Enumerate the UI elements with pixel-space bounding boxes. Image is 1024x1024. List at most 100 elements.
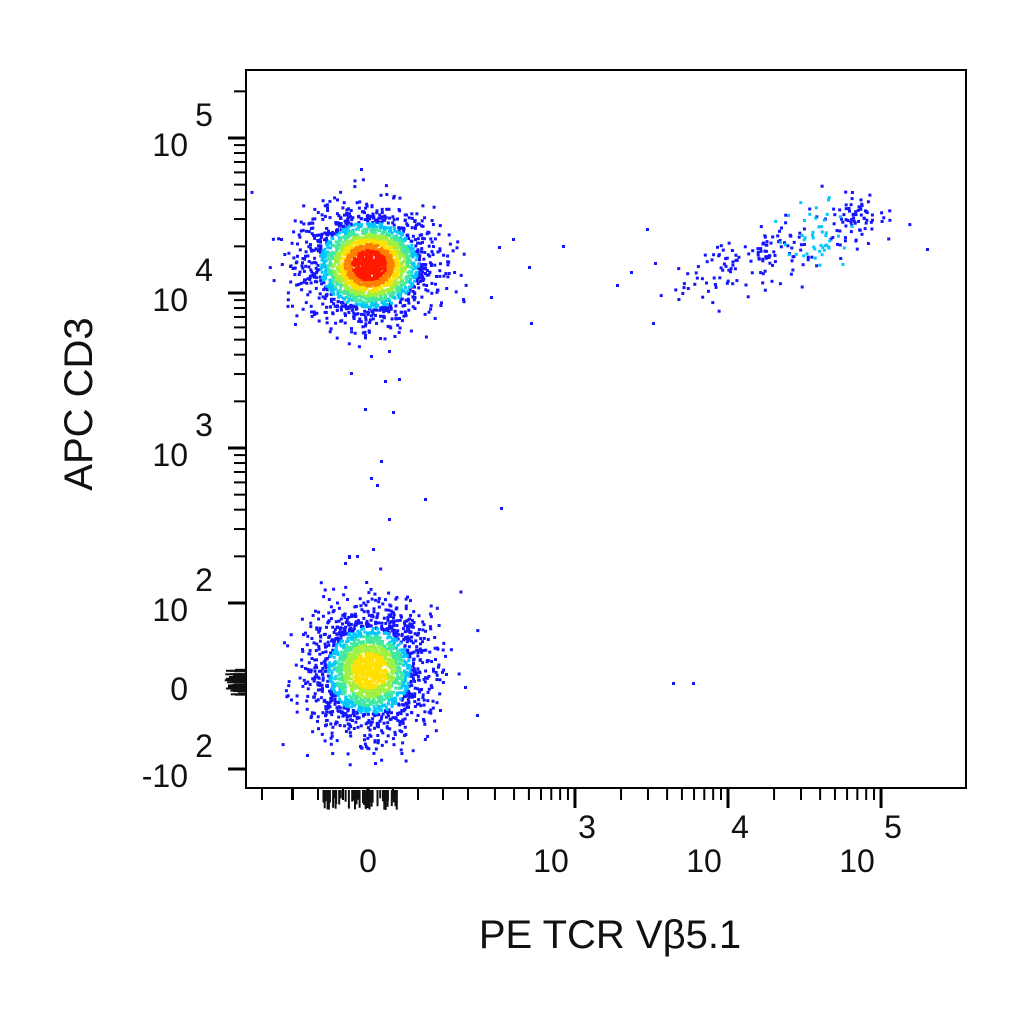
event-dot: [396, 290, 400, 294]
event-dot: [384, 242, 388, 246]
event-dot: [386, 288, 390, 292]
event-dot: [395, 666, 399, 670]
event-dot: [400, 634, 404, 637]
event-dot: [382, 275, 386, 279]
event-dot: [374, 762, 377, 765]
event-dot: [361, 228, 365, 232]
event-dot: [798, 231, 802, 235]
event-dot: [395, 624, 399, 627]
event-dot: [344, 234, 348, 238]
event-dot: [401, 703, 405, 707]
event-dot: [778, 282, 782, 286]
event-dot: [763, 234, 767, 238]
event-dot: [812, 245, 816, 249]
event-dot: [407, 290, 411, 294]
event-dot: [320, 282, 324, 286]
event-dot: [332, 655, 336, 659]
event-dot: [394, 701, 398, 705]
event-dot: [712, 253, 716, 257]
event-dot: [411, 247, 415, 251]
event-dot: [677, 298, 681, 301]
event-dot: [384, 715, 388, 719]
event-dot: [338, 231, 342, 235]
event-dot: [321, 302, 325, 306]
event-dot: [369, 245, 373, 249]
event-dot: [360, 295, 364, 299]
event-dot: [367, 659, 371, 662]
event-dot: [291, 304, 294, 308]
event-dot: [388, 350, 391, 353]
event-dot: [369, 659, 373, 663]
event-dot: [394, 646, 398, 650]
event-dot: [370, 691, 374, 695]
event-dot: [350, 658, 354, 662]
event-dot: [838, 229, 842, 233]
event-dot: [315, 280, 319, 284]
event-dot: [763, 288, 767, 292]
event-dot: [384, 380, 387, 383]
event-dot: [356, 228, 360, 232]
event-dot: [343, 312, 347, 316]
event-dot: [351, 308, 355, 312]
event-dot: [476, 629, 480, 633]
event-dot: [301, 257, 305, 260]
event-dot: [357, 650, 361, 654]
event-dot: [323, 632, 327, 636]
event-dot: [392, 613, 396, 617]
event-dot: [347, 311, 351, 314]
event-dot: [398, 326, 402, 330]
event-dot: [771, 235, 775, 239]
event-dot: [327, 284, 331, 288]
event-dot: [352, 268, 356, 272]
event-dot: [384, 226, 388, 230]
event-dot: [320, 263, 324, 267]
event-dot: [370, 477, 373, 480]
event-dot: [408, 695, 412, 699]
event-dot: [318, 681, 322, 685]
event-dot: [355, 268, 359, 272]
event-dot: [344, 257, 348, 261]
event-dot: [325, 227, 329, 230]
event-dot: [385, 297, 388, 300]
event-dot: [316, 211, 320, 214]
event-dot: [319, 279, 323, 283]
event-dot: [335, 230, 339, 234]
event-dot: [327, 263, 331, 267]
event-dot: [359, 279, 362, 283]
event-dot: [390, 284, 394, 288]
event-dot: [453, 271, 457, 274]
event-dot: [338, 627, 342, 631]
event-dot: [313, 669, 317, 673]
event-dot: [384, 302, 388, 306]
event-dot: [412, 298, 416, 302]
event-dot: [717, 309, 721, 313]
event-dot: [420, 247, 424, 251]
event-dot: [432, 669, 435, 673]
event-dot: [761, 259, 765, 263]
event-dot: [375, 321, 378, 325]
event-dot: [339, 644, 343, 648]
event-dot: [356, 725, 360, 729]
event-dot: [372, 280, 376, 284]
event-dot: [310, 310, 313, 314]
event-dot: [408, 631, 412, 634]
event-dot: [326, 679, 330, 683]
event-dot: [313, 666, 317, 670]
event-dot: [313, 677, 317, 681]
event-dot: [352, 633, 356, 637]
event-dot: [811, 236, 815, 240]
event-dot: [313, 274, 317, 278]
event-dot: [806, 258, 810, 262]
event-dot: [388, 293, 392, 297]
event-dot: [369, 284, 373, 288]
event-dot: [401, 304, 405, 308]
event-dot: [824, 231, 828, 235]
event-dot: [401, 655, 405, 659]
event-dot: [416, 237, 420, 241]
event-dot: [389, 650, 393, 654]
event-dot: [353, 179, 357, 183]
event-dot: [394, 304, 398, 308]
event-dot: [351, 296, 355, 300]
event-dot: [406, 698, 410, 702]
